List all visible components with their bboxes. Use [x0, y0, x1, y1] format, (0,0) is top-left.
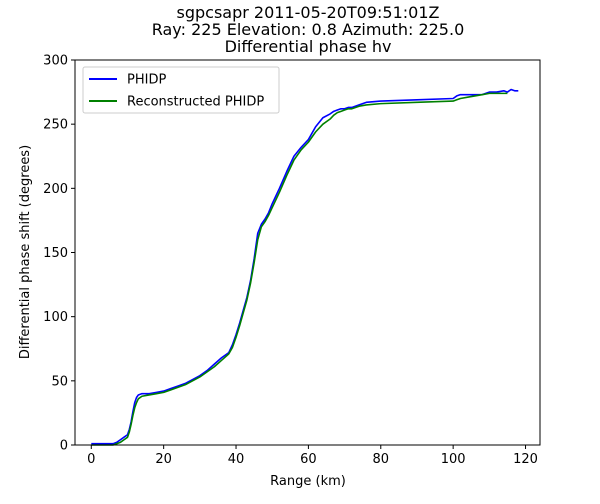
y-axis-label: Differential phase shift (degrees) — [18, 145, 33, 359]
x-tick-label: 20 — [155, 452, 172, 467]
y-tick-label: 50 — [51, 374, 68, 389]
legend-label-phidp: PHIDP — [127, 73, 166, 88]
x-tick-label: 80 — [373, 452, 390, 467]
legend-box — [82, 66, 280, 114]
legend-label-reconstructed-phidp: Reconstructed PHIDP — [127, 95, 264, 110]
y-tick-label: 0 — [60, 439, 68, 454]
x-axis-label: Range (km) — [270, 474, 346, 489]
chart-title-line2: Ray: 225 Elevation: 0.8 Azimuth: 225.0 — [152, 20, 465, 39]
x-tick-label: 120 — [513, 452, 538, 467]
x-tick-label: 40 — [228, 452, 245, 467]
x-tick-label: 60 — [300, 452, 317, 467]
x-tick-label: 100 — [441, 452, 466, 467]
x-tick-label: 0 — [87, 452, 95, 467]
series-line-phidp — [91, 88, 519, 445]
y-tick-label: 250 — [43, 118, 68, 133]
series-line-reconstructed-phidp — [91, 92, 508, 446]
y-tick-label: 200 — [43, 182, 68, 197]
legend: PHIDP Reconstructed PHIDP — [82, 66, 280, 114]
plot-area: 0 20 40 60 80 100 120 0 50 100 150 200 250 300 — [43, 54, 541, 467]
y-tick-label: 150 — [43, 246, 68, 261]
y-tick-label: 300 — [43, 54, 68, 69]
chart-title-line1: sgpcsapr 2011-05-20T09:51:01Z — [177, 3, 440, 22]
chart-title-line3: Differential phase hv — [225, 37, 392, 56]
plot-frame — [74, 59, 541, 446]
y-tick-label: 100 — [43, 310, 68, 325]
